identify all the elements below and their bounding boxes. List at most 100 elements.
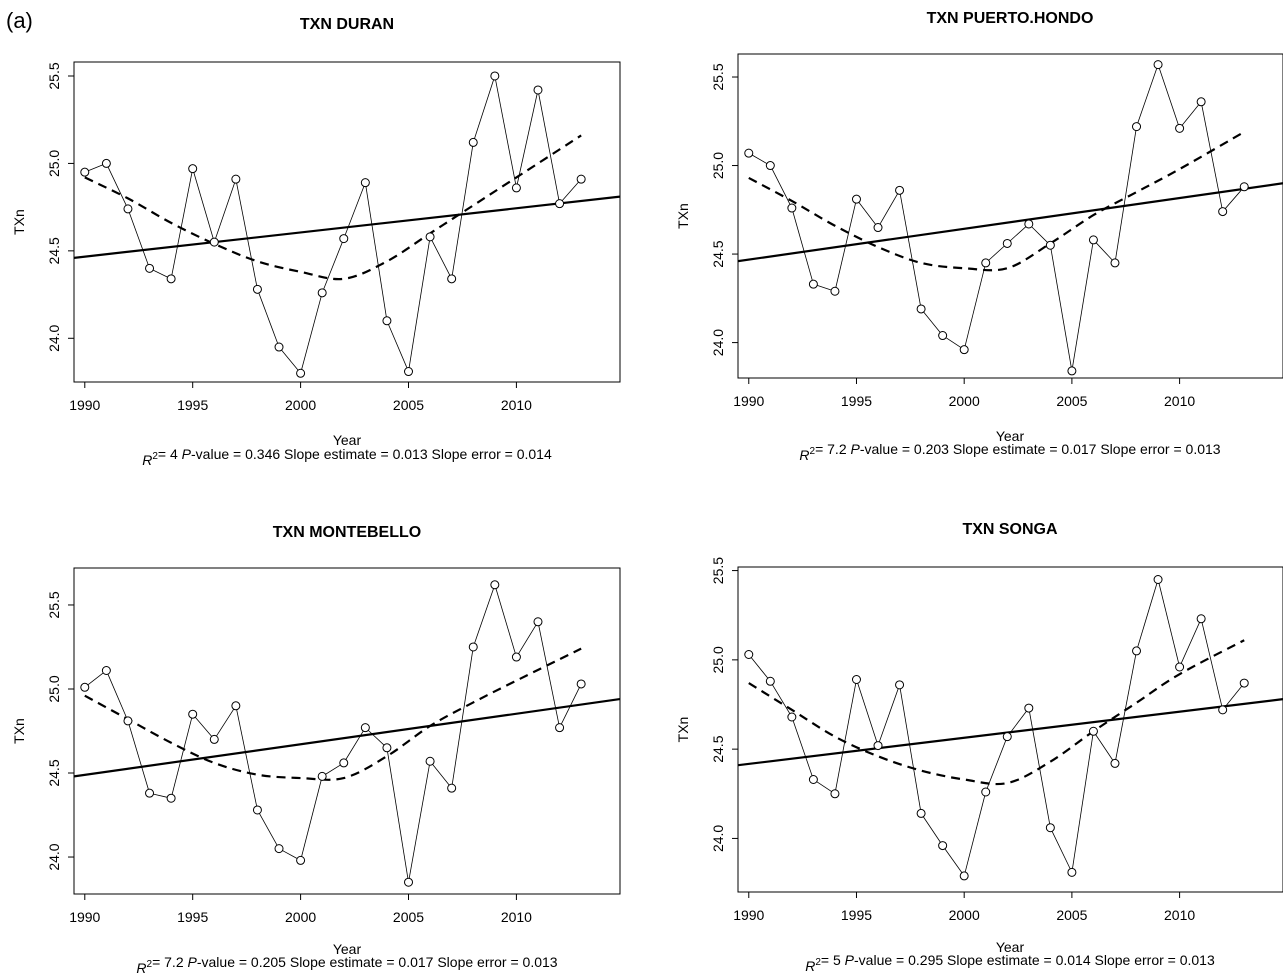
y-tick-label: 25.0 [710,646,726,673]
x-tick-label: 2000 [285,909,316,925]
series-line-segment [1201,105,1223,208]
data-point [576,679,586,689]
data-point [1024,219,1034,229]
data-point [296,368,306,378]
series-line-segment [432,764,450,786]
chart-panel-1: TXN DURAN 1990 1995 2000 2005 2010 24.0 24.5 25.… [11,16,621,468]
series-line-segment [792,211,813,281]
series-line-segment [128,724,149,790]
data-point [1153,60,1163,70]
series-line-segment [495,588,516,654]
x-tick-label: 1995 [177,909,208,925]
data-point [1132,646,1142,656]
series-line-segment [516,93,538,185]
data-point [1045,240,1055,250]
data-point [1088,726,1098,736]
series-line-segment [193,172,214,239]
data-point [382,743,392,753]
x-tick-label: 1990 [733,393,764,409]
data-point [166,793,176,803]
data-point [511,183,521,193]
data-point [916,304,926,314]
data-point [339,234,349,244]
data-point [166,274,176,284]
data-point [404,367,414,377]
data-point [231,174,241,184]
series-line-segment [215,182,235,239]
stats-part: -value = 0.203 Slope estimate = 0.017 Sl… [860,441,1221,457]
series-line-segment [858,202,876,225]
data-point [981,258,991,268]
data-point [1196,97,1206,107]
data-point [123,716,133,726]
stats-part: 2 [815,957,821,968]
x-tick-label: 2005 [1056,907,1087,923]
data-point [317,288,327,298]
data-point [425,756,435,766]
data-point [1196,614,1206,624]
data-point [188,164,198,174]
series-line-segment [495,79,517,185]
series-line-segment [1051,831,1071,869]
series-line-segment [816,781,832,792]
series-line-segment [1050,249,1072,368]
data-point [101,158,111,168]
data-point [231,701,241,711]
chart-title: TXN DURAN [300,16,394,33]
series-line-segment [1180,622,1200,664]
series-line-segment [518,624,537,654]
stats-caption: R2= 7.2 P-value = 0.203 Slope estimate =… [799,441,1220,463]
series-line-segment [88,164,103,172]
data-point [1002,732,1012,742]
series-line-segment [325,764,341,775]
x-axis-label: Year [996,939,1025,955]
y-axis-label: TXn [11,209,27,235]
trend-line [738,698,1283,767]
data-point [959,345,969,355]
stats-part: 2 [147,959,153,970]
y-tick-label: 25.5 [710,557,726,584]
y-tick-label: 25.0 [46,150,62,177]
y-tick-label: 24.5 [710,240,726,267]
trend-line [738,182,1283,263]
data-point [916,808,926,818]
y-tick-label: 25.5 [710,63,726,90]
series-line-segment [857,683,878,742]
series-line-segment [1137,583,1158,648]
x-axis-label: Year [996,428,1025,444]
series-line-segment [792,720,813,776]
x-axis-label: Year [333,432,362,448]
series-line-segment [1095,734,1114,761]
data-point [296,855,306,865]
x-tick-label: 1995 [177,397,208,413]
stats-part: P [845,952,855,968]
series-line-segment [171,717,193,795]
series-line-segment [1115,654,1137,760]
data-point [468,642,478,652]
stats-part: R [142,452,152,468]
x-tick-label: 2010 [1164,393,1195,409]
data-point [1239,678,1249,688]
series-line-segment [258,292,278,344]
data-point [744,650,754,659]
stats-part: 2 [152,451,158,462]
series-line-segment [216,708,235,737]
series-line-segment [817,285,832,291]
series-line-segment [1158,583,1180,664]
data-point [252,284,262,294]
y-tick-label: 25.0 [710,152,726,179]
series-line-segment [128,212,149,265]
plot-frame [73,61,621,383]
stats-part: = 7.2 [152,954,187,970]
data-point [101,666,111,676]
data-point [490,580,500,590]
stats-caption: R2= 5 P-value = 0.295 Slope estimate = 0… [805,952,1215,974]
series-line-segment [1031,226,1048,243]
series-line-segment [431,240,451,276]
series-line-segment [1115,130,1137,260]
data-point [80,682,90,692]
data-point [1067,867,1077,877]
chart-title: TXN SONGA [962,521,1058,538]
data-point [1088,235,1098,245]
series-line-segment [1225,189,1242,209]
